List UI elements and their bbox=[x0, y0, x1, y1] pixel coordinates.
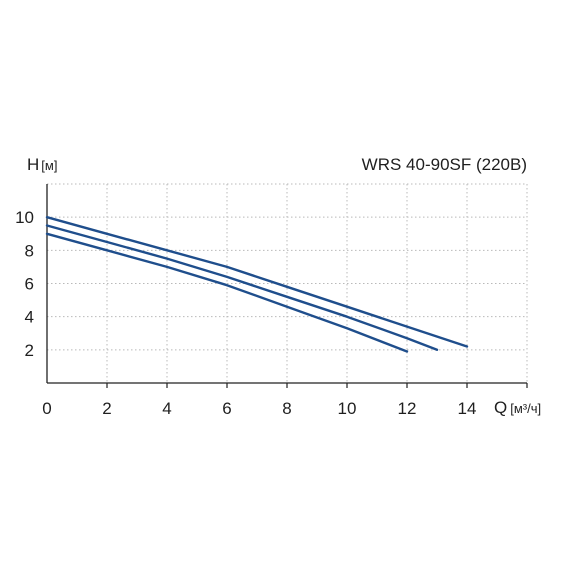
x-tick-label: 4 bbox=[162, 399, 171, 418]
x-tick-label: 0 bbox=[42, 399, 51, 418]
x-axis-label-unit: [м³/ч] bbox=[510, 401, 541, 416]
x-tick-label: 8 bbox=[282, 399, 291, 418]
y-tick-label: 10 bbox=[15, 208, 34, 227]
y-axis-label-prefix: H bbox=[27, 155, 39, 174]
x-tick-label: 6 bbox=[222, 399, 231, 418]
grid bbox=[47, 183, 528, 383]
y-tick-label: 6 bbox=[25, 275, 34, 294]
y-tick-label: 4 bbox=[25, 308, 34, 327]
x-tick-label: 14 bbox=[458, 399, 477, 418]
x-tick-label: 10 bbox=[338, 399, 357, 418]
x-axis-label-prefix: Q bbox=[494, 398, 507, 417]
x-tick-label: 2 bbox=[102, 399, 111, 418]
series-line-3 bbox=[45, 232, 409, 353]
y-axis-label-unit: [м] bbox=[41, 158, 57, 173]
tick-labels: 0 2 4 6 8 10 12 14 2 4 6 8 10 bbox=[15, 208, 476, 418]
y-axis-label: H [м] bbox=[27, 155, 57, 174]
x-tick-label: 12 bbox=[398, 399, 417, 418]
series-line-2 bbox=[45, 224, 439, 351]
y-tick-label: 8 bbox=[25, 241, 34, 260]
series-group bbox=[45, 215, 469, 353]
chart-title: WRS 40-90SF (220В) bbox=[362, 155, 527, 174]
series-line-1 bbox=[45, 215, 469, 348]
y-tick-label: 2 bbox=[25, 341, 34, 360]
x-axis-label: Q [м³/ч] bbox=[494, 398, 541, 417]
